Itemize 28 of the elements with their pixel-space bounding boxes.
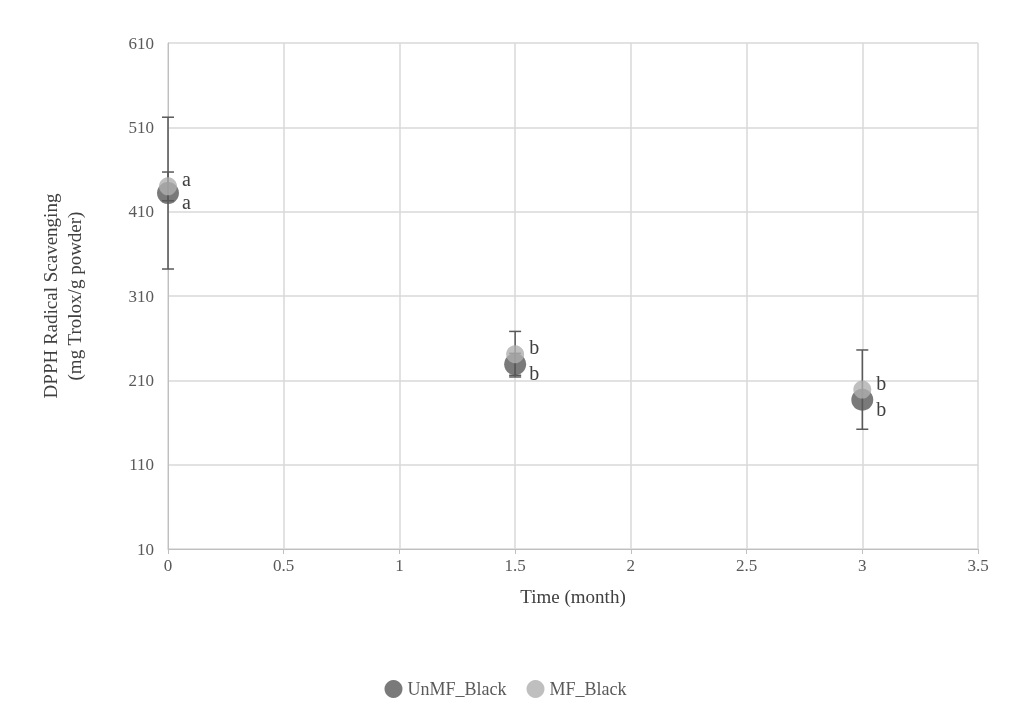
annotation: a xyxy=(182,168,191,191)
x-tick-label: 2.5 xyxy=(735,556,758,575)
y-tick-label: 110 xyxy=(129,455,154,475)
x-tick-label: 3.5 xyxy=(967,556,989,575)
point xyxy=(159,177,177,196)
annotation: b xyxy=(876,371,887,394)
x-tick-label: 0.5 xyxy=(273,556,295,575)
y-tick-label: 510 xyxy=(128,117,154,137)
y-tick-label: 10 xyxy=(137,539,154,559)
x-tick-label: 1.5 xyxy=(504,556,526,575)
y-tick-label: 410 xyxy=(128,202,154,222)
legend-label: UnMF_Black xyxy=(407,679,507,699)
annotation: b xyxy=(529,336,540,359)
y-axis-title: DPPH Radical Scavenging (mg Trolox/g powder) xyxy=(39,193,86,399)
x-tick-label: 1 xyxy=(395,556,404,575)
point xyxy=(853,380,872,399)
x-axis-title: Time (month) xyxy=(520,586,626,608)
annotation: b xyxy=(529,362,540,385)
y-tick-label: 310 xyxy=(128,286,154,306)
point xyxy=(506,345,525,364)
x-tick-label: 3 xyxy=(858,556,867,575)
y-tick-label: 210 xyxy=(128,370,154,390)
x-tick-label: 2 xyxy=(626,556,636,575)
annotation: a xyxy=(182,191,191,214)
y-tick-label: 610 xyxy=(128,33,154,53)
x-tick-label: 0 xyxy=(163,556,173,575)
legend-label: MF_Black xyxy=(549,679,627,699)
annotation: b xyxy=(876,397,887,420)
